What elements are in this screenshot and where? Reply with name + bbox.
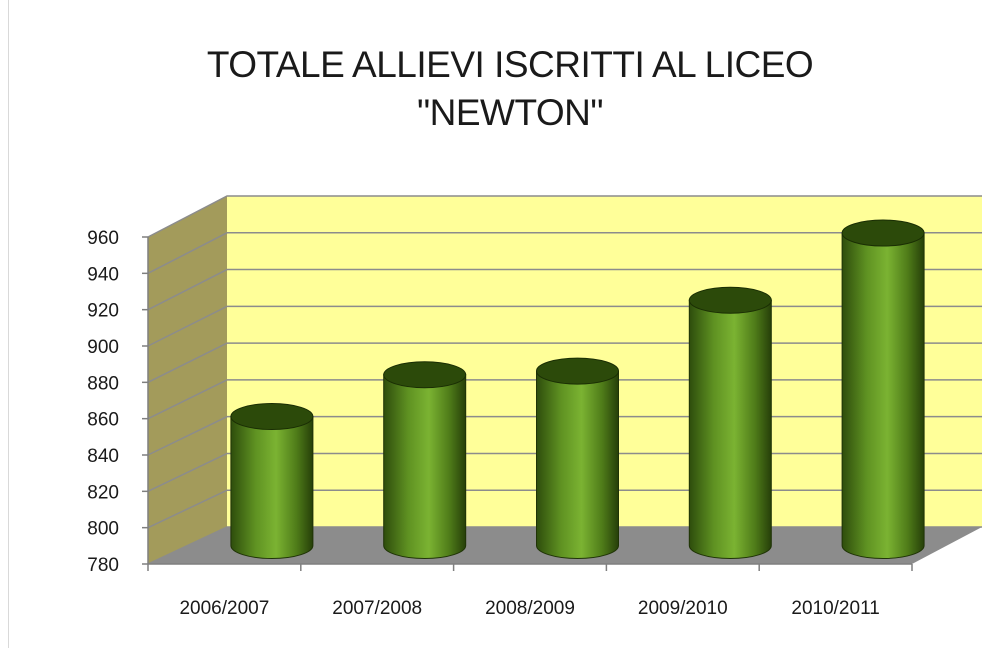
bar-2010-2011: [841, 219, 925, 559]
y-tick-label: 820: [87, 482, 119, 503]
y-tick-label: 920: [87, 301, 119, 322]
bar-top: [230, 403, 314, 431]
y-tick-label: 960: [87, 228, 119, 249]
bar-body: [841, 232, 925, 559]
chart-title-line-2: "NEWTON": [416, 92, 604, 133]
bar-body: [230, 416, 314, 559]
bar-top: [688, 286, 772, 314]
x-tick-label: 2010/2011: [791, 598, 879, 619]
y-tick-label: 840: [87, 446, 119, 467]
bar-top: [383, 361, 467, 389]
bar-2007-2008: [383, 361, 467, 559]
y-tick-label: 900: [87, 337, 119, 358]
bar-body: [688, 299, 772, 559]
bar-body: [383, 374, 467, 559]
gridline: [147, 195, 982, 238]
y-tick-label: 880: [87, 373, 119, 394]
frame-border: [8, 0, 9, 648]
y-tick-label: 940: [87, 264, 119, 285]
bar-2008-2009: [536, 357, 619, 559]
x-tick-label: 2008/2009: [485, 598, 575, 619]
bar-top: [841, 219, 925, 247]
bar-body: [536, 370, 619, 559]
x-tick-label: 2009/2010: [638, 598, 728, 619]
bar-2009-2010: [688, 286, 772, 559]
x-tick-label: 2007/2008: [332, 598, 422, 619]
bar-2006-2007: [230, 403, 314, 559]
y-tick-label: 780: [87, 555, 119, 576]
gridline: [147, 232, 982, 275]
chart-title-line-1: TOTALE ALLIEVI ISCRITTI AL LICEO: [206, 44, 814, 85]
side-wall: [148, 196, 227, 564]
y-tick-label: 800: [87, 519, 119, 540]
gridline: [147, 268, 982, 311]
bar-top: [536, 357, 619, 385]
y-tick-label: 860: [87, 410, 119, 431]
x-tick-label: 2006/2007: [179, 598, 269, 619]
